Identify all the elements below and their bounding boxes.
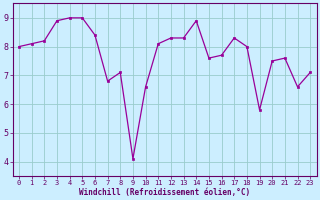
X-axis label: Windchill (Refroidissement éolien,°C): Windchill (Refroidissement éolien,°C) [79, 188, 250, 197]
